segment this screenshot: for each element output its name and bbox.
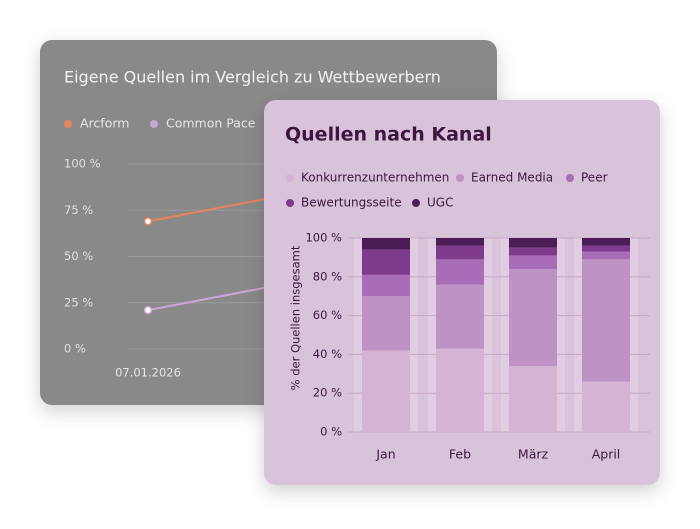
y-tick-label: 100 % — [64, 157, 101, 171]
bar-segment — [582, 381, 630, 432]
bar-segment — [582, 259, 630, 382]
front-card: Quellen nach Kanal % der Quellen insgesa… — [264, 100, 660, 485]
y-tick-label: 0 % — [64, 342, 86, 356]
bar-segment — [362, 296, 410, 351]
bar-segment — [436, 348, 484, 432]
y-tick-label: 80 % — [313, 269, 342, 283]
bar-segment — [582, 251, 630, 260]
bar-segment — [436, 284, 484, 349]
point — [143, 217, 153, 226]
y-tick-label: 25 % — [64, 295, 93, 309]
legend-marker — [150, 120, 158, 128]
y-tick-label: 50 % — [64, 249, 93, 263]
bar-segment — [362, 249, 410, 275]
bar-segment — [436, 238, 484, 246]
legend-label: UGC — [427, 196, 453, 210]
y-tick-label: 75 % — [64, 203, 93, 217]
x-tick-label: April — [592, 447, 621, 462]
legend-label: Peer — [581, 171, 608, 185]
bar-segment — [362, 350, 410, 432]
bar-segment — [509, 247, 557, 256]
x-tick-label: Jan — [375, 447, 395, 462]
bar-segment — [436, 245, 484, 260]
bar-segment — [362, 274, 410, 297]
legend-label: Arcform — [80, 116, 129, 131]
bar-segment — [436, 259, 484, 285]
chart-title: Eigene Quellen im Vergleich zu Wettbewer… — [64, 68, 441, 87]
bar-segment — [509, 366, 557, 432]
legend-marker — [286, 199, 294, 207]
y-tick-label: 100 % — [305, 231, 342, 245]
legend-label: Konkurrenzunternehmen — [301, 171, 449, 185]
y-axis-label: % der Quellen insgesamt — [289, 245, 303, 390]
bar-segment — [509, 269, 557, 367]
y-tick-label: 60 % — [313, 308, 342, 322]
legend-marker — [286, 174, 294, 182]
bar-segment — [509, 255, 557, 270]
legend-marker — [566, 174, 574, 182]
bar-segment — [509, 238, 557, 248]
bar-segment — [582, 238, 630, 246]
x-tick-label: 07.01.2026 — [115, 366, 181, 380]
bar-segment — [582, 245, 630, 252]
legend-marker — [412, 199, 420, 207]
chart-title: Quellen nach Kanal — [285, 124, 492, 146]
y-tick-label: 40 % — [313, 347, 342, 361]
bar-segment — [362, 238, 410, 250]
x-tick-label: März — [518, 447, 549, 462]
point — [143, 305, 153, 315]
legend-marker — [456, 174, 464, 182]
legend-label: Earned Media — [471, 171, 553, 185]
x-tick-label: Feb — [449, 447, 471, 462]
legend-marker — [64, 120, 72, 128]
legend-label: Bewertungsseite — [301, 196, 402, 210]
legend-label: Common Pace — [166, 116, 256, 131]
y-tick-label: 20 % — [313, 386, 342, 400]
y-tick-label: 0 % — [320, 425, 342, 439]
